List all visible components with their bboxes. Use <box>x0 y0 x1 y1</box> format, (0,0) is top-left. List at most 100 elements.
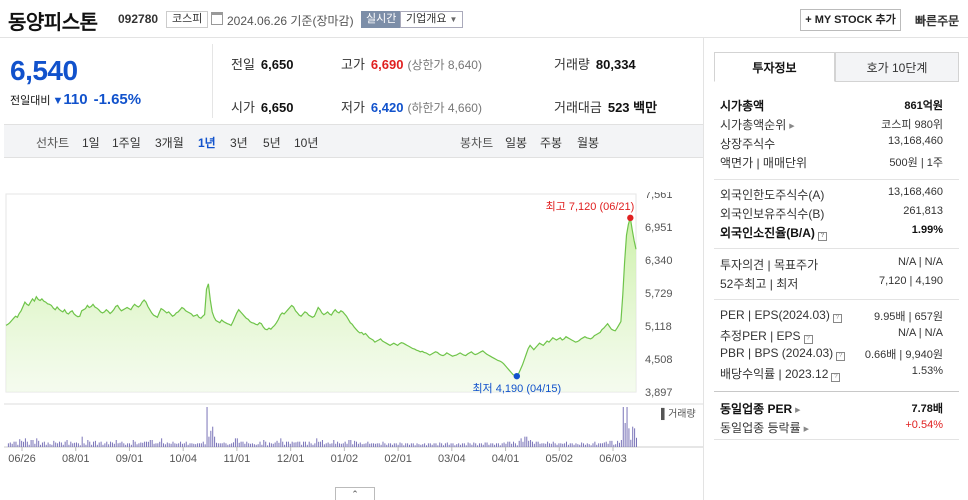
volume-bar <box>628 428 630 447</box>
volume-bar <box>236 438 238 447</box>
volume-bar <box>320 441 322 447</box>
volume-bar <box>306 444 308 447</box>
realtime-badge[interactable]: 실시간 <box>361 11 402 28</box>
volume-bar <box>174 443 176 447</box>
volume-bar <box>380 444 382 447</box>
quick-order-link[interactable]: 빠른주문 <box>915 14 960 28</box>
volume-bar <box>412 443 414 447</box>
price-chart[interactable]: 7,561 6,951 6,340 5,729 5,118 4,508 3,897 06/2… <box>4 189 703 500</box>
volume-bar <box>68 444 70 447</box>
par-value: 500원 | 1주 <box>889 157 943 169</box>
volume-label: 거래량 <box>554 57 590 72</box>
volume-bar <box>356 441 357 447</box>
volume-bar <box>558 443 560 447</box>
help-icon[interactable]: ? <box>836 352 846 361</box>
company-overview-button[interactable]: 기업개요 ▼ <box>400 11 464 28</box>
foreign-hold-value: 261,813 <box>903 205 943 217</box>
volume-bar <box>374 443 376 447</box>
volume-bar <box>49 444 51 447</box>
tab-3y[interactable]: 3년 <box>230 136 248 150</box>
volume-bar <box>480 443 482 447</box>
volume-bar <box>403 445 405 447</box>
chart-collapse-toggle[interactable]: ⌃ <box>335 487 375 500</box>
volume-bar <box>104 443 106 447</box>
tab-1d[interactable]: 1일 <box>82 136 100 150</box>
volume-value: 80,334 <box>595 57 636 72</box>
foreign-limit-row: 외국인한도주식수(A) 13,168,460 <box>714 184 949 202</box>
opinion-value: N/A | N/A <box>897 256 943 268</box>
volume-bar <box>361 444 363 447</box>
tab-weekly[interactable]: 주봉 <box>540 136 563 150</box>
tab-order-book[interactable]: 호가 10단계 <box>835 52 959 82</box>
industry-change-row[interactable]: 동일업종 등락률 ▶ +0.54% <box>714 417 949 435</box>
volume-bar <box>395 443 397 447</box>
volume-bar <box>117 443 119 447</box>
pbr-row[interactable]: PBR | BPS (2024.03)? 0.66배 | 9,940원 <box>714 344 949 362</box>
volume-bar <box>7 443 9 447</box>
per-value: 9.95배 | 657원 <box>874 311 943 323</box>
volume-bar <box>23 441 25 447</box>
volume-bar <box>166 442 168 447</box>
change-label: 전일대비 <box>10 95 51 107</box>
tab-3m[interactable]: 3개월 <box>155 136 184 150</box>
volume-bar <box>60 442 62 447</box>
volume-bar <box>592 443 594 447</box>
y-tick-label: 4,508 <box>645 354 673 366</box>
volume-bar <box>352 444 354 447</box>
y-tick-label: 6,951 <box>645 222 673 234</box>
volume-bar <box>89 441 91 447</box>
help-icon[interactable]: ? <box>817 232 827 241</box>
dividend-row[interactable]: 배당수익률 | 2023.12? 1.53% <box>714 363 949 382</box>
volume-bar <box>376 443 378 447</box>
tab-daily[interactable]: 일봉 <box>505 136 528 150</box>
market-cap-rank-row[interactable]: 시가총액순위 ▶ 코스피 980위 <box>714 114 949 132</box>
volume-bar <box>465 445 467 447</box>
tab-1w[interactable]: 1주일 <box>112 136 141 150</box>
tab-monthly[interactable]: 월봉 <box>577 136 600 150</box>
shares-row: 상장주식수 13,168,460 <box>714 133 949 151</box>
volume-bar <box>293 442 295 447</box>
volume-bar <box>554 443 556 447</box>
volume-bar <box>136 444 138 447</box>
volume-bar <box>342 443 344 447</box>
volume-bar <box>601 443 603 447</box>
price-change: 전일대비 ▼110 -1.65% <box>10 91 141 108</box>
volume-bar <box>573 444 575 447</box>
tab-10y[interactable]: 10년 <box>294 136 319 150</box>
est-per-row[interactable]: 추정PER | EPS? N/A | N/A <box>714 325 949 344</box>
volume-bar <box>198 443 200 447</box>
volume-bar <box>607 443 609 447</box>
volume-bar <box>176 443 178 447</box>
volume-bar <box>229 444 231 447</box>
volume-bar <box>85 444 87 447</box>
help-icon[interactable]: ? <box>803 335 813 344</box>
volume-bar <box>11 443 13 447</box>
volume-bar <box>9 442 11 447</box>
foreign-ratio-row[interactable]: 외국인소진율(B/A)? 1.99% <box>714 222 949 241</box>
est-per-value: N/A | N/A <box>897 327 943 339</box>
tab-1y[interactable]: 1년 <box>198 136 216 150</box>
volume-bar <box>450 443 452 447</box>
y-tick-label: 7,561 <box>645 192 673 201</box>
volume-bar <box>365 443 367 447</box>
volume-bar <box>594 441 596 447</box>
volume-bar <box>541 443 543 447</box>
volume-bar <box>212 426 214 447</box>
industry-per-row[interactable]: 동일업종 PER ▶ 7.78배 <box>714 398 949 416</box>
volume-bar <box>261 444 263 447</box>
foreign-ratio-value: 1.99% <box>911 224 943 236</box>
volume-bar <box>110 441 112 447</box>
volume-bar <box>15 441 17 447</box>
tab-investment-info[interactable]: 투자정보 <box>714 52 835 82</box>
calendar-icon <box>211 12 223 25</box>
help-icon[interactable]: ? <box>832 314 842 323</box>
volume-bar <box>151 440 153 447</box>
help-icon[interactable]: ? <box>831 373 841 382</box>
per-row[interactable]: PER | EPS(2024.03)? 9.95배 | 657원 <box>714 306 949 324</box>
volume-bar <box>214 436 216 447</box>
volume-bar <box>357 443 359 447</box>
tab-5y[interactable]: 5년 <box>263 136 281 150</box>
add-mystock-button[interactable]: + MY STOCK 추가 <box>800 9 901 31</box>
volume-bar <box>420 444 422 447</box>
volume-bar <box>496 443 497 447</box>
